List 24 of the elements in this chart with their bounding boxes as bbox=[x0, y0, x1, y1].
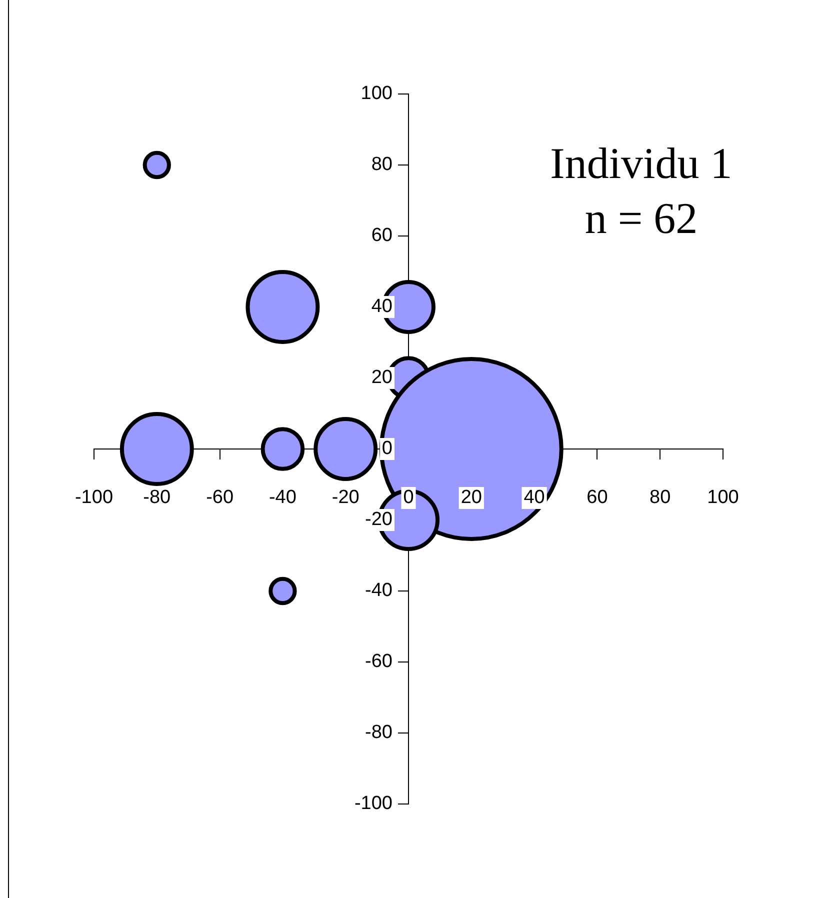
x-tick-label: -100 bbox=[74, 487, 114, 508]
y-tick-label: 40 bbox=[371, 296, 392, 318]
x-tick-label: 40 bbox=[524, 487, 545, 508]
y-tick-label: -20 bbox=[365, 509, 392, 530]
x-tick-label: 20 bbox=[460, 487, 482, 508]
x-tick-label: -60 bbox=[206, 487, 234, 508]
x-tick-label: -80 bbox=[143, 487, 171, 508]
y-tick-label: 80 bbox=[371, 154, 392, 176]
x-tick-label: 0 bbox=[403, 487, 414, 508]
x-tick-label: 80 bbox=[650, 487, 671, 508]
text: n = 62 bbox=[584, 194, 698, 243]
y-tick-label: -40 bbox=[365, 580, 392, 602]
x-tick-label: 60 bbox=[586, 487, 608, 508]
x-tick-label: -40 bbox=[268, 487, 296, 508]
x-tick-label: 100 bbox=[707, 487, 739, 508]
y-tick-label: -60 bbox=[365, 651, 392, 672]
x-tick-label: -20 bbox=[332, 487, 360, 508]
text: Individu 1 bbox=[550, 139, 732, 188]
y-tick-label: 20 bbox=[371, 367, 392, 388]
y-tick-label: -100 bbox=[354, 793, 392, 814]
y-tick-label: 100 bbox=[360, 83, 392, 104]
y-tick-label: 60 bbox=[371, 225, 392, 246]
y-tick-label: -80 bbox=[365, 722, 392, 744]
y-tick-label: 0 bbox=[382, 438, 392, 460]
